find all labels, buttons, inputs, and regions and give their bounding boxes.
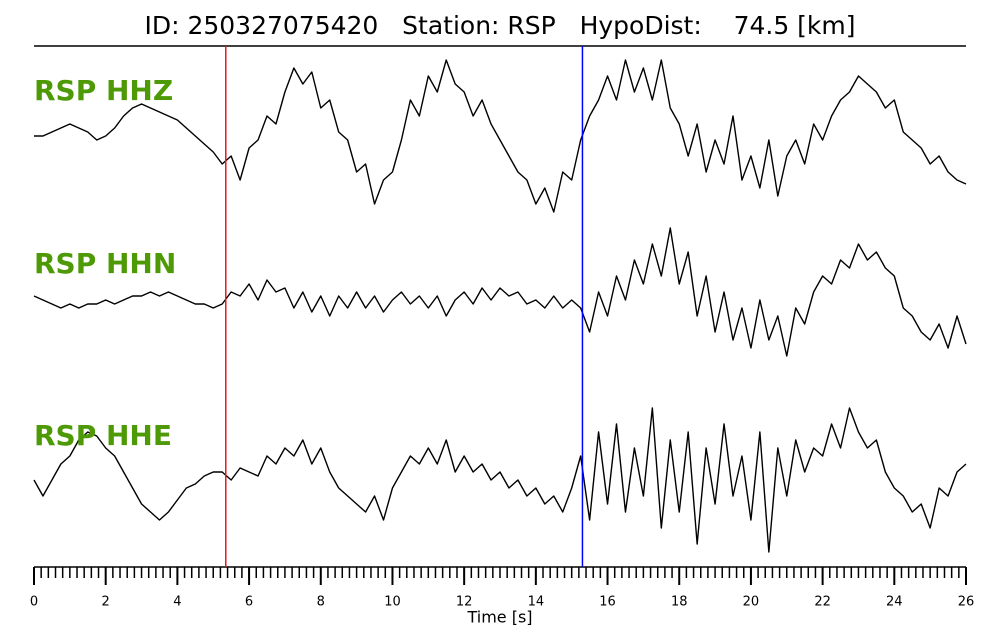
x-tick-label: 14 <box>528 595 545 610</box>
x-tick-label: 24 <box>886 595 903 610</box>
x-tick-label: 26 <box>958 595 975 610</box>
trace-label: RSP HHZ <box>34 74 173 107</box>
x-tick-label: 18 <box>671 595 688 610</box>
x-tick-label: 6 <box>245 595 253 610</box>
x-tick-label: 8 <box>317 595 325 610</box>
x-axis-label: Time [s] <box>466 608 532 627</box>
x-tick-label: 22 <box>814 595 831 610</box>
trace <box>33 407 967 553</box>
x-tick-label: 2 <box>102 595 110 610</box>
x-tick-label: 10 <box>384 595 401 610</box>
chart-title: ID: 250327075420 Station: RSP HypoDist: … <box>144 11 855 40</box>
trace <box>34 59 967 213</box>
trace <box>33 227 967 357</box>
x-tick-label: 20 <box>743 595 760 610</box>
trace-label: RSP HHN <box>34 247 176 280</box>
x-tick-label: 4 <box>173 595 181 610</box>
x-tick-label: 0 <box>30 595 38 610</box>
trace-label: RSP HHE <box>34 419 172 452</box>
x-tick-label: 16 <box>599 595 616 610</box>
x-tick-label: 12 <box>456 595 473 610</box>
